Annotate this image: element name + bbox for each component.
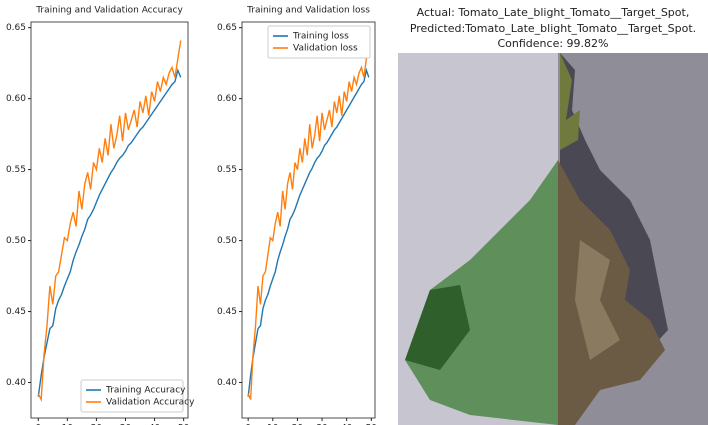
chart-title: Training and Validation loss	[246, 6, 370, 16]
y-tick-label: 0.65	[6, 23, 26, 33]
y-tick-label: 0.40	[6, 378, 26, 388]
caption-line: Actual: Tomato_Late_blight_Tomato__Targe…	[417, 6, 690, 19]
y-tick-label: 0.50	[217, 236, 237, 246]
y-tick-label: 0.45	[6, 307, 26, 317]
legend-label: Validation Accuracy	[106, 398, 195, 408]
y-tick-label: 0.45	[217, 307, 237, 317]
legend-label: Validation loss	[293, 44, 358, 54]
legend-label: Training Accuracy	[105, 386, 186, 396]
chart-title: Training and Validation Accuracy	[35, 6, 183, 16]
figure: Actual: Tomato_Late_blight_Tomato__Targe…	[0, 0, 708, 425]
leaf-photo	[398, 53, 708, 425]
y-tick-label: 0.55	[6, 165, 26, 175]
y-tick-label: 0.65	[217, 23, 237, 33]
y-tick-label: 0.60	[217, 94, 237, 104]
caption-line: Confidence: 99.82%	[498, 37, 609, 50]
y-tick-label: 0.50	[6, 236, 26, 246]
y-tick-label: 0.55	[217, 165, 237, 175]
page: Actual: Tomato_Late_blight_Tomato__Targe…	[0, 0, 708, 425]
y-tick-label: 0.60	[6, 94, 26, 104]
caption-line: Predicted:Tomato_Late_blight_Tomato__Tar…	[410, 22, 696, 35]
y-tick-label: 0.40	[217, 378, 237, 388]
legend-label: Training loss	[292, 32, 349, 42]
